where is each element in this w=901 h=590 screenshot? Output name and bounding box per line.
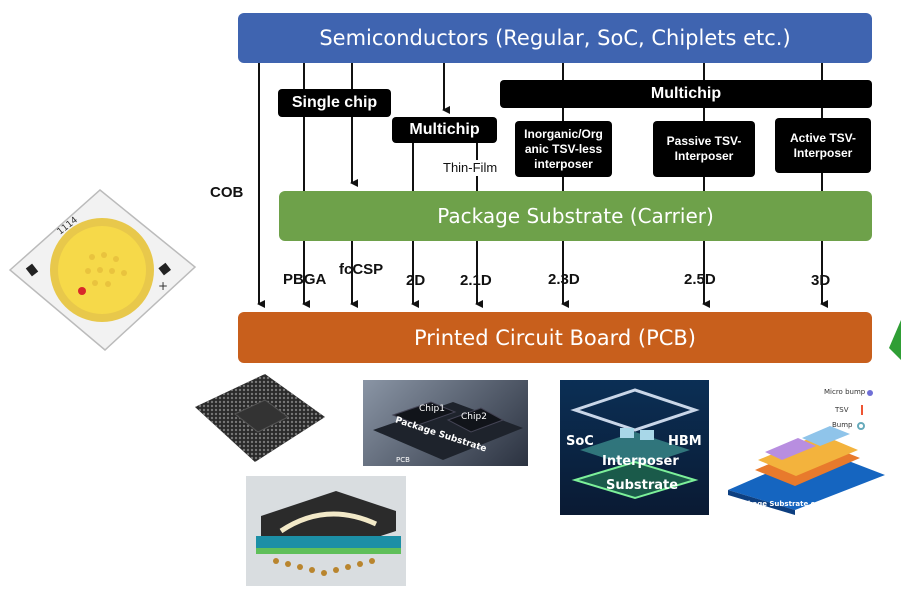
pcb-photo-label: PCB: [396, 456, 410, 464]
bga-package-photo: [195, 374, 325, 462]
single-chip-tag: Single chip: [278, 89, 391, 117]
21d-label: 2.1D: [460, 272, 492, 289]
semiconductors-label: Semiconductors (Regular, SoC, Chiplets e…: [319, 26, 791, 50]
fccsp-label: fcCSP: [339, 261, 384, 278]
pcb-bar: Printed Circuit Board (PCB): [238, 312, 872, 363]
active-tsv-interposer-tag: Active TSV-Interposer: [775, 118, 871, 173]
25d-label: 2.5D: [684, 271, 716, 288]
multichip-left-tag: Multichip: [392, 117, 497, 143]
green-arrow-fragment: [889, 320, 901, 360]
3d-label: 3D: [811, 272, 831, 289]
interposer-label: Interposer: [602, 454, 679, 469]
3d-stack-photo: Micro bump TSV Bump Package Substrate or…: [720, 380, 890, 515]
soc-label: SoC: [566, 434, 594, 449]
inorganic-interposer-tag: Inorganic/Org anic TSV-less interposer: [515, 121, 612, 177]
fccsp-cross-section-photo: [246, 476, 406, 586]
23d-label: 2.3D: [548, 271, 580, 288]
chip1-label: Chip1: [419, 404, 445, 414]
package-substrate-bar: Package Substrate (Carrier): [279, 191, 872, 241]
pcb-label: Printed Circuit Board (PCB): [413, 325, 696, 350]
substrate-label: Substrate: [606, 478, 679, 493]
chip2-label: Chip2: [461, 412, 487, 422]
2d-package-photo: Chip1 Chip2 Package Substrate PCB: [363, 380, 528, 466]
tsv-label: TSV: [835, 406, 849, 414]
multichip-right-tag: Multichip: [500, 80, 872, 108]
interposer-photo: SoC HBM Interposer Substrate: [560, 380, 709, 515]
svg-text:+: +: [158, 279, 168, 293]
pbga-label: PBGA: [283, 271, 327, 288]
cob-label: COB: [210, 184, 244, 201]
substrate-or-pcb-label: Package Substrate or PCB: [734, 500, 837, 508]
thin-film-label: Thin-Film: [443, 160, 498, 175]
2d-label: 2D: [406, 272, 426, 289]
semiconductors-bar: Semiconductors (Regular, SoC, Chiplets e…: [238, 13, 872, 63]
hbm-label: HBM: [668, 434, 702, 449]
bump-label: Bump: [832, 421, 853, 429]
micro-bump-label: Micro bump: [824, 388, 866, 396]
led-cob-photo: 1114 +: [8, 189, 197, 351]
passive-tsv-interposer-tag: Passive TSV-Interposer: [653, 121, 755, 177]
package-substrate-label: Package Substrate (Carrier): [437, 204, 714, 228]
